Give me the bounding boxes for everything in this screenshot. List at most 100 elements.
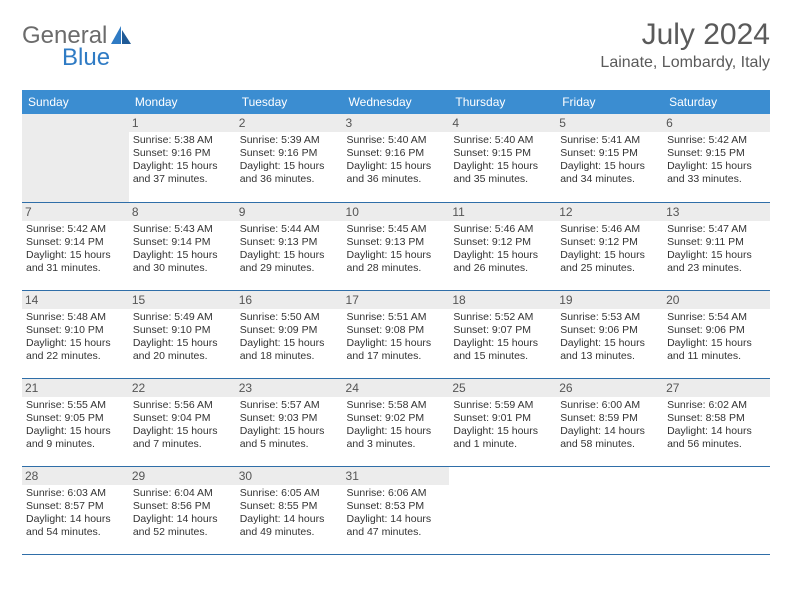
detail-line: Sunrise: 5:45 AM — [347, 223, 446, 236]
detail-line: and 34 minutes. — [560, 173, 659, 186]
day-number: 17 — [343, 291, 450, 309]
day-number: 6 — [663, 114, 770, 132]
detail-line: and 9 minutes. — [26, 438, 125, 451]
detail-line: and 36 minutes. — [347, 173, 446, 186]
day-details: Sunrise: 6:03 AMSunset: 8:57 PMDaylight:… — [26, 487, 125, 540]
calendar-table: SundayMondayTuesdayWednesdayThursdayFrid… — [22, 90, 770, 555]
detail-line: Daylight: 15 hours — [667, 249, 766, 262]
detail-line: Sunrise: 5:51 AM — [347, 311, 446, 324]
detail-line: Sunrise: 5:38 AM — [133, 134, 232, 147]
detail-line: Sunrise: 5:52 AM — [453, 311, 552, 324]
detail-line: and 25 minutes. — [560, 262, 659, 275]
detail-line: and 35 minutes. — [453, 173, 552, 186]
detail-line: Sunset: 9:13 PM — [347, 236, 446, 249]
day-number: 18 — [449, 291, 556, 309]
day-details: Sunrise: 5:49 AMSunset: 9:10 PMDaylight:… — [133, 311, 232, 364]
day-details: Sunrise: 5:51 AMSunset: 9:08 PMDaylight:… — [347, 311, 446, 364]
detail-line: Daylight: 15 hours — [453, 425, 552, 438]
day-details: Sunrise: 5:53 AMSunset: 9:06 PMDaylight:… — [560, 311, 659, 364]
day-details: Sunrise: 5:58 AMSunset: 9:02 PMDaylight:… — [347, 399, 446, 452]
detail-line: Sunrise: 6:05 AM — [240, 487, 339, 500]
day-number: 13 — [663, 203, 770, 221]
day-number: 12 — [556, 203, 663, 221]
detail-line: Sunset: 8:56 PM — [133, 500, 232, 513]
detail-line: Sunrise: 5:41 AM — [560, 134, 659, 147]
calendar-cell: 24 Sunrise: 5:58 AMSunset: 9:02 PMDayligh… — [343, 378, 450, 466]
detail-line: Daylight: 15 hours — [240, 249, 339, 262]
detail-line: Sunset: 9:05 PM — [26, 412, 125, 425]
detail-line: Sunset: 9:03 PM — [240, 412, 339, 425]
calendar-cell: 20Sunrise: 5:54 AMSunset: 9:06 PMDayligh… — [663, 290, 770, 378]
detail-line: Daylight: 15 hours — [133, 160, 232, 173]
day-details: Sunrise: 5:55 AMSunset: 9:05 PMDaylight:… — [26, 399, 125, 452]
calendar-cell: 4Sunrise: 5:40 AMSunset: 9:15 PMDaylight… — [449, 114, 556, 202]
calendar-cell: 29Sunrise: 6:04 AMSunset: 8:56 PMDayligh… — [129, 466, 236, 554]
calendar-cell: 13Sunrise: 5:47 AMSunset: 9:11 PMDayligh… — [663, 202, 770, 290]
day-number: 20 — [663, 291, 770, 309]
location: Lainate, Lombardy, Italy — [600, 54, 770, 72]
detail-line: Sunset: 8:57 PM — [26, 500, 125, 513]
day-number: 16 — [236, 291, 343, 309]
month-title: July 2024 — [600, 18, 770, 52]
day-details: Sunrise: 6:02 AMSunset: 8:58 PMDaylight:… — [667, 399, 766, 452]
calendar-cell: 6Sunrise: 5:42 AMSunset: 9:15 PMDaylight… — [663, 114, 770, 202]
detail-line: Sunset: 9:04 PM — [133, 412, 232, 425]
detail-line: Daylight: 15 hours — [560, 249, 659, 262]
day-details: Sunrise: 5:44 AMSunset: 9:13 PMDaylight:… — [240, 223, 339, 276]
detail-line: Sunset: 9:15 PM — [560, 147, 659, 160]
day-details: Sunrise: 5:45 AMSunset: 9:13 PMDaylight:… — [347, 223, 446, 276]
day-number: 1 — [129, 114, 236, 132]
detail-line: Sunrise: 5:57 AM — [240, 399, 339, 412]
day-number: 3 — [343, 114, 450, 132]
logo-line2: Blue — [22, 44, 110, 72]
detail-line: Daylight: 15 hours — [133, 249, 232, 262]
day-details: Sunrise: 5:39 AMSunset: 9:16 PMDaylight:… — [240, 134, 339, 187]
detail-line: Daylight: 15 hours — [667, 160, 766, 173]
day-number: 10 — [343, 203, 450, 221]
calendar-week: 1 Sunrise: 5:38 AM Sunset: 9:16 PM Daylight… — [22, 114, 770, 202]
detail-line: Daylight: 15 hours — [26, 425, 125, 438]
calendar-cell: 26 Sunrise: 6:00 AMSunset: 8:59 PMDayligh… — [556, 378, 663, 466]
day-details: Sunrise: 5:50 AMSunset: 9:09 PMDaylight:… — [240, 311, 339, 364]
detail-line: and 52 minutes. — [133, 526, 232, 539]
day-number: 4 — [449, 114, 556, 132]
title-block: July 2024 Lainate, Lombardy, Italy — [600, 18, 770, 72]
detail-line: and 23 minutes. — [667, 262, 766, 275]
day-number: 8 — [129, 203, 236, 221]
detail-line: Daylight: 15 hours — [667, 337, 766, 350]
detail-line: Sunset: 8:58 PM — [667, 412, 766, 425]
calendar-cell: 19Sunrise: 5:53 AMSunset: 9:06 PMDayligh… — [556, 290, 663, 378]
logo-word2: Blue — [62, 44, 110, 71]
detail-line: Daylight: 15 hours — [26, 337, 125, 350]
day-details: Sunrise: 6:00 AMSunset: 8:59 PMDaylight:… — [560, 399, 659, 452]
calendar-cell: 31Sunrise: 6:06 AMSunset: 8:53 PMDayligh… — [343, 466, 450, 554]
day-details: Sunrise: 5:41 AMSunset: 9:15 PMDaylight:… — [560, 134, 659, 187]
detail-line: Sunset: 9:06 PM — [667, 324, 766, 337]
calendar-week: 28Sunrise: 6:03 AMSunset: 8:57 PMDayligh… — [22, 466, 770, 554]
detail-line: Sunset: 9:16 PM — [347, 147, 446, 160]
detail-line: Sunset: 9:08 PM — [347, 324, 446, 337]
detail-line: Sunrise: 5:42 AM — [667, 134, 766, 147]
detail-line: Sunset: 9:02 PM — [347, 412, 446, 425]
day-details: Sunrise: 5:57 AMSunset: 9:03 PMDaylight:… — [240, 399, 339, 452]
day-header: Friday — [556, 90, 663, 114]
day-header: Monday — [129, 90, 236, 114]
detail-line: Daylight: 15 hours — [240, 160, 339, 173]
day-number: 7 — [22, 203, 129, 221]
detail-line: Daylight: 14 hours — [560, 425, 659, 438]
day-header: Tuesday — [236, 90, 343, 114]
calendar-cell: 25Sunrise: 5:59 AMSunset: 9:01 PMDayligh… — [449, 378, 556, 466]
detail-line: Daylight: 14 hours — [347, 513, 446, 526]
day-number: 23 — [236, 379, 343, 397]
day-number: 24 — [343, 379, 450, 397]
detail-line: and 58 minutes. — [560, 438, 659, 451]
day-number: 26 — [556, 379, 663, 397]
detail-line: Daylight: 15 hours — [453, 160, 552, 173]
detail-line: and 20 minutes. — [133, 350, 232, 363]
detail-line: Daylight: 15 hours — [240, 425, 339, 438]
detail-line: Daylight: 15 hours — [133, 337, 232, 350]
detail-line: Daylight: 15 hours — [347, 425, 446, 438]
detail-line: and 29 minutes. — [240, 262, 339, 275]
day-details: Sunrise: 6:06 AMSunset: 8:53 PMDaylight:… — [347, 487, 446, 540]
detail-line: and 17 minutes. — [347, 350, 446, 363]
